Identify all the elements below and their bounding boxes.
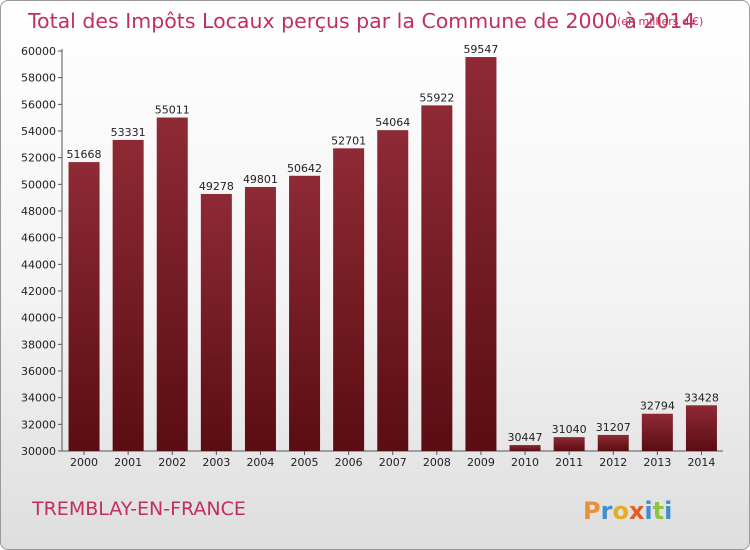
y-tick-label: 46000 bbox=[21, 232, 56, 245]
logo-letter: P bbox=[583, 497, 601, 525]
x-tick-label: 2011 bbox=[555, 456, 583, 469]
x-tick-label: 2006 bbox=[335, 456, 363, 469]
bar bbox=[597, 434, 629, 451]
y-tick-label: 34000 bbox=[21, 392, 56, 405]
y-tick-label: 52000 bbox=[21, 152, 56, 165]
logo-letter: i bbox=[664, 497, 672, 525]
x-tick-label: 2009 bbox=[467, 456, 495, 469]
logo-letter: x bbox=[629, 497, 645, 525]
proxiti-logo: Proxiti bbox=[583, 497, 672, 525]
y-tick-label: 40000 bbox=[21, 312, 56, 325]
bar bbox=[244, 186, 276, 451]
bar-value-label: 49278 bbox=[199, 180, 234, 193]
chart-title-unit: (en milliers d'€) bbox=[617, 15, 703, 28]
x-tick-label: 2007 bbox=[379, 456, 407, 469]
logo-letter: r bbox=[601, 497, 613, 525]
bar bbox=[553, 437, 585, 451]
bar-value-label: 30447 bbox=[508, 431, 543, 444]
x-tick-label: 2014 bbox=[687, 456, 715, 469]
logo-letter: o bbox=[612, 497, 629, 525]
y-tick-label: 32000 bbox=[21, 418, 56, 431]
y-tick-label: 54000 bbox=[21, 125, 56, 138]
bar-value-label: 55922 bbox=[419, 91, 454, 104]
bar-value-label: 49801 bbox=[243, 173, 278, 186]
bar-value-label: 53331 bbox=[111, 126, 146, 139]
bar bbox=[421, 105, 453, 451]
x-tick-label: 2001 bbox=[114, 456, 142, 469]
bar bbox=[641, 413, 673, 451]
y-tick-label: 36000 bbox=[21, 365, 56, 378]
x-tick-label: 2003 bbox=[202, 456, 230, 469]
bar-value-label: 31207 bbox=[596, 421, 631, 434]
bar bbox=[509, 445, 541, 451]
y-tick-label: 42000 bbox=[21, 285, 56, 298]
x-tick-label: 2010 bbox=[511, 456, 539, 469]
bar bbox=[156, 117, 188, 452]
bar-value-label: 50642 bbox=[287, 162, 322, 175]
bar bbox=[685, 405, 717, 451]
x-tick-label: 2012 bbox=[599, 456, 627, 469]
commune-name: TREMBLAY-EN-FRANCE bbox=[31, 498, 246, 520]
y-tick-label: 56000 bbox=[21, 98, 56, 111]
y-tick-label: 58000 bbox=[21, 72, 56, 85]
x-tick-label: 2005 bbox=[291, 456, 319, 469]
bar-value-label: 59547 bbox=[463, 43, 498, 56]
bar-value-label: 32794 bbox=[640, 400, 675, 413]
bars: 51668 53331 55011 49278 49801 50642 52701 54064… bbox=[67, 43, 719, 452]
x-tick-label: 2000 bbox=[70, 456, 98, 469]
y-tick-label: 30000 bbox=[21, 445, 56, 458]
bar-value-label: 52701 bbox=[331, 134, 366, 147]
bar-value-label: 33428 bbox=[684, 391, 719, 404]
bar bbox=[200, 193, 232, 451]
y-tick-label: 60000 bbox=[21, 45, 56, 58]
axes: 30000 32000 34000 36000 38000 40000 42000 44000… bbox=[21, 45, 723, 469]
bar bbox=[68, 162, 100, 452]
bar-value-label: 51668 bbox=[67, 148, 102, 161]
chart-title: Total des Impôts Locaux perçus par la Co… bbox=[27, 9, 695, 33]
bar bbox=[377, 130, 409, 451]
x-tick-label: 2013 bbox=[643, 456, 671, 469]
bar bbox=[465, 57, 497, 451]
logo-letter: t bbox=[653, 497, 664, 525]
bar-value-label: 54064 bbox=[375, 116, 410, 129]
y-tick-label: 50000 bbox=[21, 178, 56, 191]
y-tick-label: 44000 bbox=[21, 258, 56, 271]
bar bbox=[333, 148, 365, 451]
bar-value-label: 31040 bbox=[552, 423, 587, 436]
x-tick-label: 2004 bbox=[246, 456, 274, 469]
logo-letter: i bbox=[644, 497, 652, 525]
bar bbox=[112, 139, 144, 452]
y-tick-label: 38000 bbox=[21, 338, 56, 351]
bar-value-label: 55011 bbox=[155, 104, 190, 117]
x-tick-label: 2002 bbox=[158, 456, 186, 469]
bar bbox=[289, 175, 321, 452]
y-tick-label: 48000 bbox=[21, 205, 56, 218]
x-tick-label: 2008 bbox=[423, 456, 451, 469]
